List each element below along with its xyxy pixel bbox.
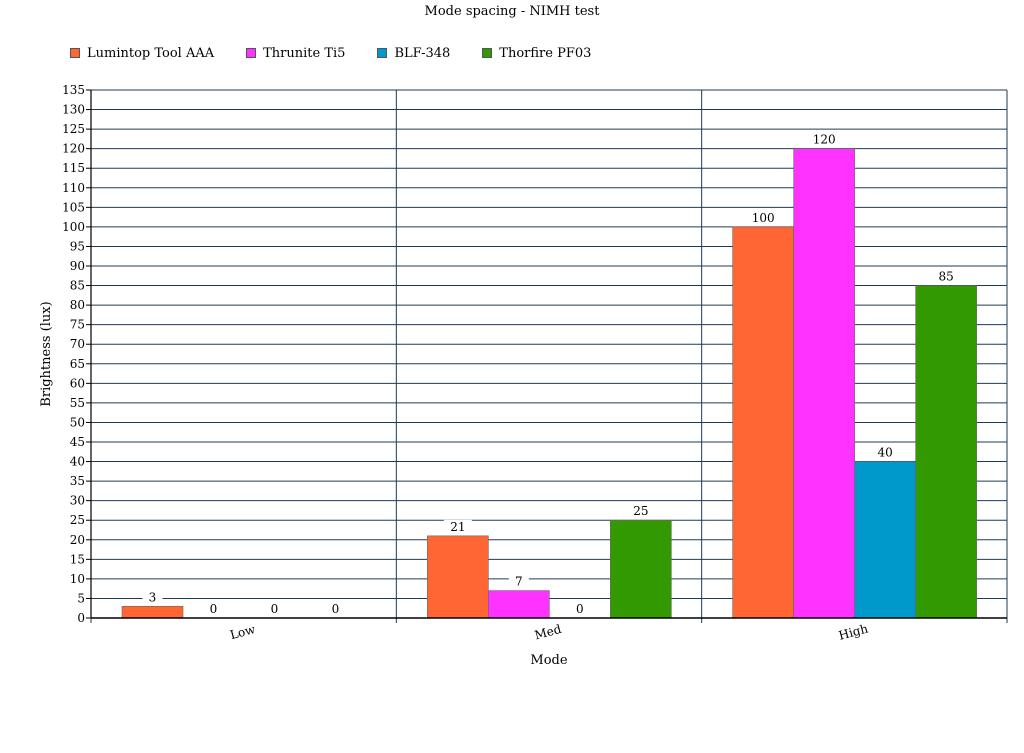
y-tick-label: 45 bbox=[70, 435, 85, 449]
data-label-bg bbox=[745, 210, 782, 225]
data-label-bg bbox=[569, 602, 590, 616]
data-label-bg bbox=[871, 445, 900, 460]
data-label-bg bbox=[203, 602, 224, 616]
bar bbox=[427, 535, 489, 619]
y-tick-label: 5 bbox=[77, 591, 85, 605]
data-label: 7 bbox=[515, 575, 523, 589]
bar bbox=[488, 590, 550, 619]
legend: Lumintop Tool AAA Thrunite Ti5 BLF-348 T… bbox=[70, 44, 623, 62]
y-tick-label: 15 bbox=[70, 552, 85, 566]
y-tick-label: 40 bbox=[70, 455, 85, 469]
legend-swatch bbox=[70, 48, 80, 58]
y-tick-label: 100 bbox=[62, 220, 85, 234]
legend-label: Thrunite Ti5 bbox=[263, 45, 346, 61]
y-tick-label: 30 bbox=[70, 494, 85, 508]
bar bbox=[915, 285, 977, 619]
y-tick-label: 60 bbox=[70, 376, 85, 390]
legend-swatch bbox=[377, 48, 388, 58]
data-label-bg bbox=[443, 519, 472, 534]
y-tick-label: 110 bbox=[62, 181, 85, 195]
y-tick-label: 65 bbox=[70, 357, 85, 371]
bar bbox=[610, 519, 672, 619]
data-label: 0 bbox=[271, 602, 279, 616]
legend-item: BLF-348 bbox=[377, 46, 450, 61]
bar bbox=[732, 226, 794, 619]
legend-swatch bbox=[482, 48, 493, 58]
data-label-bg bbox=[264, 602, 285, 616]
legend-label: Lumintop Tool AAA bbox=[87, 45, 215, 61]
data-label-bg bbox=[508, 574, 529, 589]
chart-title: Mode spacing - NIMH test bbox=[424, 4, 600, 19]
x-axis-title: Mode bbox=[530, 653, 567, 668]
y-tick-label: 115 bbox=[62, 161, 85, 175]
bar bbox=[854, 461, 916, 619]
y-tick-label: 10 bbox=[70, 572, 85, 586]
legend-item: Thrunite Ti5 bbox=[246, 46, 345, 61]
y-tick-label: 105 bbox=[62, 200, 85, 214]
y-tick-label: 85 bbox=[70, 279, 85, 293]
data-label-bg bbox=[932, 269, 961, 284]
x-tick-label: High bbox=[837, 621, 870, 642]
y-tick-label: 25 bbox=[70, 513, 85, 527]
y-tick-label: 0 bbox=[77, 611, 85, 625]
bar bbox=[793, 148, 855, 619]
data-label: 100 bbox=[752, 211, 775, 225]
y-tick-label: 135 bbox=[62, 83, 85, 97]
y-tick-label: 70 bbox=[70, 337, 85, 351]
data-label-bg bbox=[806, 132, 843, 147]
y-tick-label: 55 bbox=[70, 396, 85, 410]
data-label: 0 bbox=[576, 602, 584, 616]
data-label: 0 bbox=[210, 602, 218, 616]
y-tick-label: 120 bbox=[62, 142, 85, 156]
data-label: 40 bbox=[878, 446, 893, 460]
data-label: 0 bbox=[332, 602, 340, 616]
legend-item: Lumintop Tool AAA bbox=[70, 46, 214, 61]
data-label: 3 bbox=[149, 590, 157, 604]
legend-item: Thorfire PF03 bbox=[482, 46, 591, 61]
data-label: 21 bbox=[450, 520, 465, 534]
y-tick-label: 90 bbox=[70, 259, 85, 273]
y-tick-label: 50 bbox=[70, 415, 85, 429]
y-tick-label: 75 bbox=[70, 318, 85, 332]
y-tick-label: 130 bbox=[62, 103, 85, 117]
y-tick-label: 80 bbox=[70, 298, 85, 312]
y-tick-label: 125 bbox=[62, 122, 85, 136]
data-label: 25 bbox=[633, 504, 648, 518]
x-tick-label: Low bbox=[229, 622, 258, 642]
data-label: 85 bbox=[939, 270, 954, 284]
legend-label: BLF-348 bbox=[394, 45, 451, 61]
legend-swatch bbox=[246, 48, 257, 58]
x-tick-label: Med bbox=[533, 622, 563, 643]
data-label: 120 bbox=[813, 133, 836, 147]
data-label-bg bbox=[325, 602, 346, 616]
data-label-bg bbox=[626, 504, 655, 519]
y-tick-label: 95 bbox=[70, 239, 85, 253]
y-axis-title: Brightness (lux) bbox=[39, 301, 54, 406]
y-tick-label: 35 bbox=[70, 474, 85, 488]
bar bbox=[121, 605, 184, 619]
data-label-bg bbox=[142, 590, 163, 605]
legend-label: Thorfire PF03 bbox=[499, 45, 592, 61]
y-tick-label: 20 bbox=[70, 533, 85, 547]
